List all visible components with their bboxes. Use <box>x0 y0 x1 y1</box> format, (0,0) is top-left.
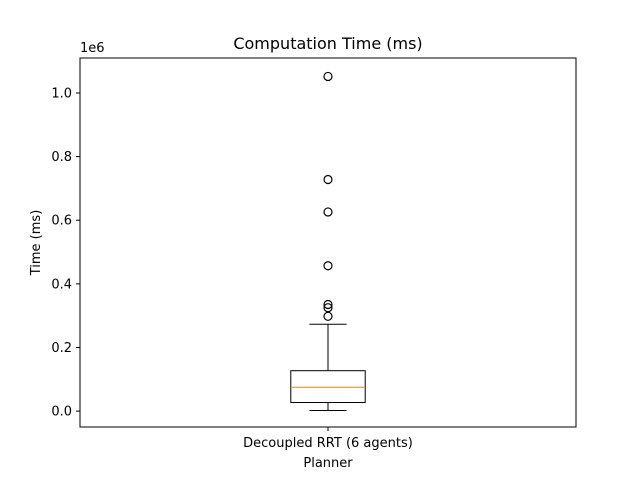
y-tick-label: 0.2 <box>51 341 72 356</box>
outlier-point <box>323 261 333 271</box>
outlier-point <box>323 71 333 82</box>
x-tick-label: Decoupled RRT (6 agents) <box>243 436 413 451</box>
y-axis-ticks: 0.0 0.2 0.4 0.6 0.8 1.0 <box>51 86 80 420</box>
y-tick-label: 1.0 <box>51 86 72 101</box>
x-axis-label: Planner <box>303 456 353 471</box>
y-tick-label: 0.4 <box>51 277 72 292</box>
plot-marks <box>290 71 366 411</box>
outlier-point <box>323 207 333 217</box>
chart-title: Computation Time (ms) <box>233 34 422 53</box>
box-iqr <box>290 370 366 404</box>
outlier-point <box>323 299 333 310</box>
y-axis-scale-label: 1e6 <box>80 41 105 56</box>
plot-area <box>80 58 576 427</box>
y-tick-label: 0.0 <box>51 405 72 420</box>
outlier-point <box>323 303 333 313</box>
x-axis-ticks: Decoupled RRT (6 agents) <box>243 427 413 451</box>
y-tick-label: 0.8 <box>51 150 72 165</box>
y-axis-label: Time (ms) <box>29 210 44 277</box>
y-tick-label: 0.6 <box>51 214 72 229</box>
plot-frame <box>79 57 577 428</box>
outlier-point <box>323 174 333 185</box>
